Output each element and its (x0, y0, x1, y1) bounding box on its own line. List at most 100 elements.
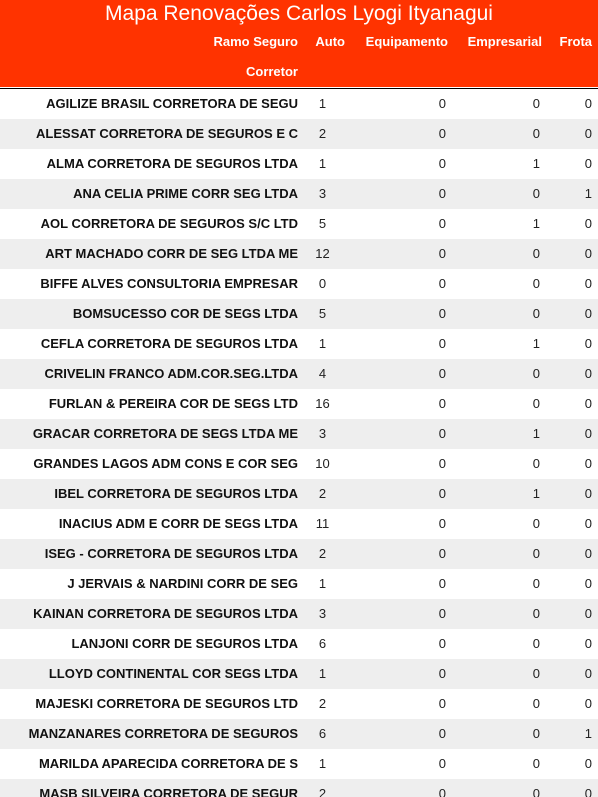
cell-corretor: ANA CELIA PRIME CORR SEG LTDA (73, 186, 298, 201)
report-title: Mapa Renovações Carlos Lyogi Ityanagui (0, 0, 598, 27)
table-row[interactable]: AOL CORRETORA DE SEGUROS S/C LTD 5 0 1 0 (0, 209, 598, 239)
table-row[interactable]: INACIUS ADM E CORR DE SEGS LTDA 11 0 0 0 (0, 509, 598, 539)
cell-corretor: AGILIZE BRASIL CORRETORA DE SEGU (46, 96, 298, 111)
cell-corretor: MAJESKI CORRETORA DE SEGUROS LTD (35, 696, 298, 711)
cell-equipamento: 0 (438, 216, 446, 231)
cell-empresarial: 0 (532, 576, 540, 591)
cell-auto: 4 (318, 366, 327, 381)
cell-auto: 3 (318, 606, 327, 621)
cell-auto: 1 (318, 576, 327, 591)
table-row[interactable]: ANA CELIA PRIME CORR SEG LTDA 3 0 0 1 (0, 179, 598, 209)
table-row[interactable]: J JERVAIS & NARDINI CORR DE SEG 1 0 0 0 (0, 569, 598, 599)
cell-corretor: IBEL CORRETORA DE SEGUROS LTDA (54, 486, 298, 501)
table-body: AGILIZE BRASIL CORRETORA DE SEGU 1 0 0 0 ALES… (0, 88, 598, 797)
cell-frota: 0 (584, 786, 592, 797)
cell-corretor: GRACAR CORRETORA DE SEGS LTDA ME (32, 426, 298, 441)
table-row[interactable]: MASB SILVEIRA CORRETORA DE SEGUR 2 0 0 0 (0, 779, 598, 797)
cell-corretor: MARILDA APARECIDA CORRETORA DE S (38, 756, 298, 771)
table-row[interactable]: FURLAN & PEREIRA COR DE SEGS LTD 16 0 0 0 (0, 389, 598, 419)
cell-corretor: INACIUS ADM E CORR DE SEGS LTDA (58, 516, 298, 531)
cell-frota: 0 (584, 516, 592, 531)
cell-empresarial: 1 (532, 216, 540, 231)
cell-frota: 0 (584, 276, 592, 291)
table-header: Ramo Seguro Corretor Auto Equipamento Em… (0, 27, 598, 87)
cell-auto: 12 (315, 246, 330, 261)
table-row[interactable]: MARILDA APARECIDA CORRETORA DE S 1 0 0 0 (0, 749, 598, 779)
table-row[interactable]: IBEL CORRETORA DE SEGUROS LTDA 2 0 1 0 (0, 479, 598, 509)
cell-corretor: J JERVAIS & NARDINI CORR DE SEG (67, 576, 298, 591)
cell-empresarial: 0 (532, 96, 540, 111)
cell-equipamento: 0 (438, 96, 446, 111)
cell-equipamento: 0 (438, 456, 446, 471)
cell-equipamento: 0 (438, 126, 446, 141)
cell-frota: 0 (584, 576, 592, 591)
cell-frota: 0 (584, 636, 592, 651)
table-row[interactable]: BOMSUCESSO COR DE SEGS LTDA 5 0 0 0 (0, 299, 598, 329)
table-row[interactable]: ALESSAT CORRETORA DE SEGUROS E C 2 0 0 0 (0, 119, 598, 149)
header-corretor[interactable]: Corretor (245, 64, 298, 79)
cell-auto: 5 (318, 306, 327, 321)
cell-equipamento: 0 (438, 666, 446, 681)
header-auto[interactable]: Auto (315, 34, 345, 49)
cell-empresarial: 0 (532, 636, 540, 651)
table-row[interactable]: GRANDES LAGOS ADM CONS E COR SEG 10 0 0 0 (0, 449, 598, 479)
cell-equipamento: 0 (438, 336, 446, 351)
table-row[interactable]: BIFFE ALVES CONSULTORIA EMPRESAR 0 0 0 0 (0, 269, 598, 299)
cell-corretor: MANZANARES CORRETORA DE SEGUROS (28, 726, 298, 741)
cell-auto: 11 (315, 516, 330, 531)
cell-auto: 2 (318, 126, 327, 141)
cell-frota: 0 (584, 756, 592, 771)
cell-equipamento: 0 (438, 366, 446, 381)
table-row[interactable]: KAINAN CORRETORA DE SEGUROS LTDA 3 0 0 0 (0, 599, 598, 629)
cell-frota: 1 (584, 726, 592, 741)
table-row[interactable]: ISEG - CORRETORA DE SEGUROS LTDA 2 0 0 0 (0, 539, 598, 569)
table-row[interactable]: CRIVELIN FRANCO ADM.COR.SEG.LTDA 4 0 0 0 (0, 359, 598, 389)
cell-equipamento: 0 (438, 426, 446, 441)
table-row[interactable]: LANJONI CORR DE SEGUROS LTDA 6 0 0 0 (0, 629, 598, 659)
cell-frota: 0 (584, 306, 592, 321)
cell-corretor: BIFFE ALVES CONSULTORIA EMPRESAR (40, 276, 298, 291)
table-row[interactable]: MANZANARES CORRETORA DE SEGUROS 6 0 0 1 (0, 719, 598, 749)
cell-empresarial: 0 (532, 606, 540, 621)
cell-equipamento: 0 (438, 186, 446, 201)
table-row[interactable]: AGILIZE BRASIL CORRETORA DE SEGU 1 0 0 0 (0, 89, 598, 119)
cell-auto: 3 (318, 426, 327, 441)
cell-auto: 16 (315, 396, 330, 411)
cell-equipamento: 0 (438, 756, 446, 771)
table-row[interactable]: ALMA CORRETORA DE SEGUROS LTDA 1 0 1 0 (0, 149, 598, 179)
cell-frota: 0 (584, 606, 592, 621)
cell-equipamento: 0 (438, 696, 446, 711)
cell-auto: 2 (318, 486, 327, 501)
table-row[interactable]: LLOYD CONTINENTAL COR SEGS LTDA 1 0 0 0 (0, 659, 598, 689)
cell-frota: 0 (584, 126, 592, 141)
cell-frota: 1 (584, 186, 592, 201)
cell-auto: 1 (318, 336, 327, 351)
cell-corretor: ISEG - CORRETORA DE SEGUROS LTDA (44, 546, 298, 561)
header-frota[interactable]: Frota (559, 34, 593, 49)
cell-auto: 1 (318, 756, 327, 771)
header-empresarial[interactable]: Empresarial (467, 34, 542, 49)
cell-empresarial: 0 (532, 186, 540, 201)
cell-equipamento: 0 (438, 576, 446, 591)
table-row[interactable]: ART MACHADO CORR DE SEG LTDA ME 12 0 0 0 (0, 239, 598, 269)
cell-equipamento: 0 (438, 786, 446, 797)
header-ramo-seguro[interactable]: Ramo Seguro (213, 34, 298, 49)
cell-corretor: BOMSUCESSO COR DE SEGS LTDA (72, 306, 298, 321)
cell-equipamento: 0 (438, 726, 446, 741)
cell-empresarial: 0 (532, 726, 540, 741)
cell-corretor: ALESSAT CORRETORA DE SEGUROS E C (36, 126, 298, 141)
cell-empresarial: 0 (532, 666, 540, 681)
table-row[interactable]: CEFLA CORRETORA DE SEGUROS LTDA 1 0 1 0 (0, 329, 598, 359)
cell-auto: 3 (318, 186, 327, 201)
table-row[interactable]: MAJESKI CORRETORA DE SEGUROS LTD 2 0 0 0 (0, 689, 598, 719)
cell-corretor: ALMA CORRETORA DE SEGUROS LTDA (46, 156, 298, 171)
cell-empresarial: 0 (532, 126, 540, 141)
header-equipamento[interactable]: Equipamento (365, 34, 448, 49)
cell-auto: 1 (318, 666, 327, 681)
cell-frota: 0 (584, 96, 592, 111)
cell-empresarial: 0 (532, 516, 540, 531)
cell-corretor: CRIVELIN FRANCO ADM.COR.SEG.LTDA (44, 366, 299, 381)
cell-auto: 2 (318, 786, 327, 797)
cell-empresarial: 1 (532, 486, 540, 501)
table-row[interactable]: GRACAR CORRETORA DE SEGS LTDA ME 3 0 1 0 (0, 419, 598, 449)
